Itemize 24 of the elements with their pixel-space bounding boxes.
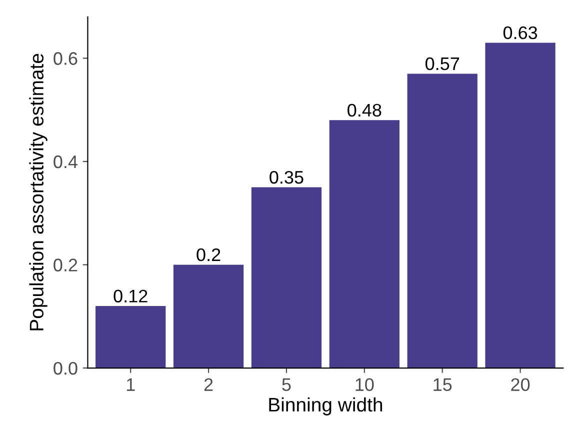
x-tick-label: 20: [511, 378, 530, 391]
y-tick-label: 0.4: [54, 155, 78, 168]
x-tick-label: 2: [204, 378, 213, 391]
x-tick-label: 5: [282, 378, 291, 391]
data-label: 0.12: [114, 290, 148, 302]
x-tick-label: 15: [434, 378, 452, 391]
data-label: 0.35: [270, 170, 304, 184]
y-axis-title: Population assortativity estimate: [29, 54, 48, 330]
data-label: 0.63: [503, 26, 538, 40]
x-tick-label: 10: [356, 378, 374, 391]
bar: [485, 42, 556, 368]
y-tick-label: 0.0: [54, 362, 78, 375]
bar: [251, 187, 322, 368]
y-tick-label: 0.2: [54, 258, 78, 272]
bar: [96, 306, 166, 368]
x-tick-label: 1: [126, 378, 135, 391]
x-axis-title: Binning width: [269, 397, 382, 416]
bar: [329, 120, 400, 368]
data-label: 0.48: [348, 104, 382, 117]
data-label: 0.57: [426, 57, 460, 70]
bar: [173, 264, 244, 368]
y-tick-label: 0.6: [54, 52, 78, 65]
data-label: 0.2: [196, 248, 220, 262]
bar: [407, 74, 478, 368]
